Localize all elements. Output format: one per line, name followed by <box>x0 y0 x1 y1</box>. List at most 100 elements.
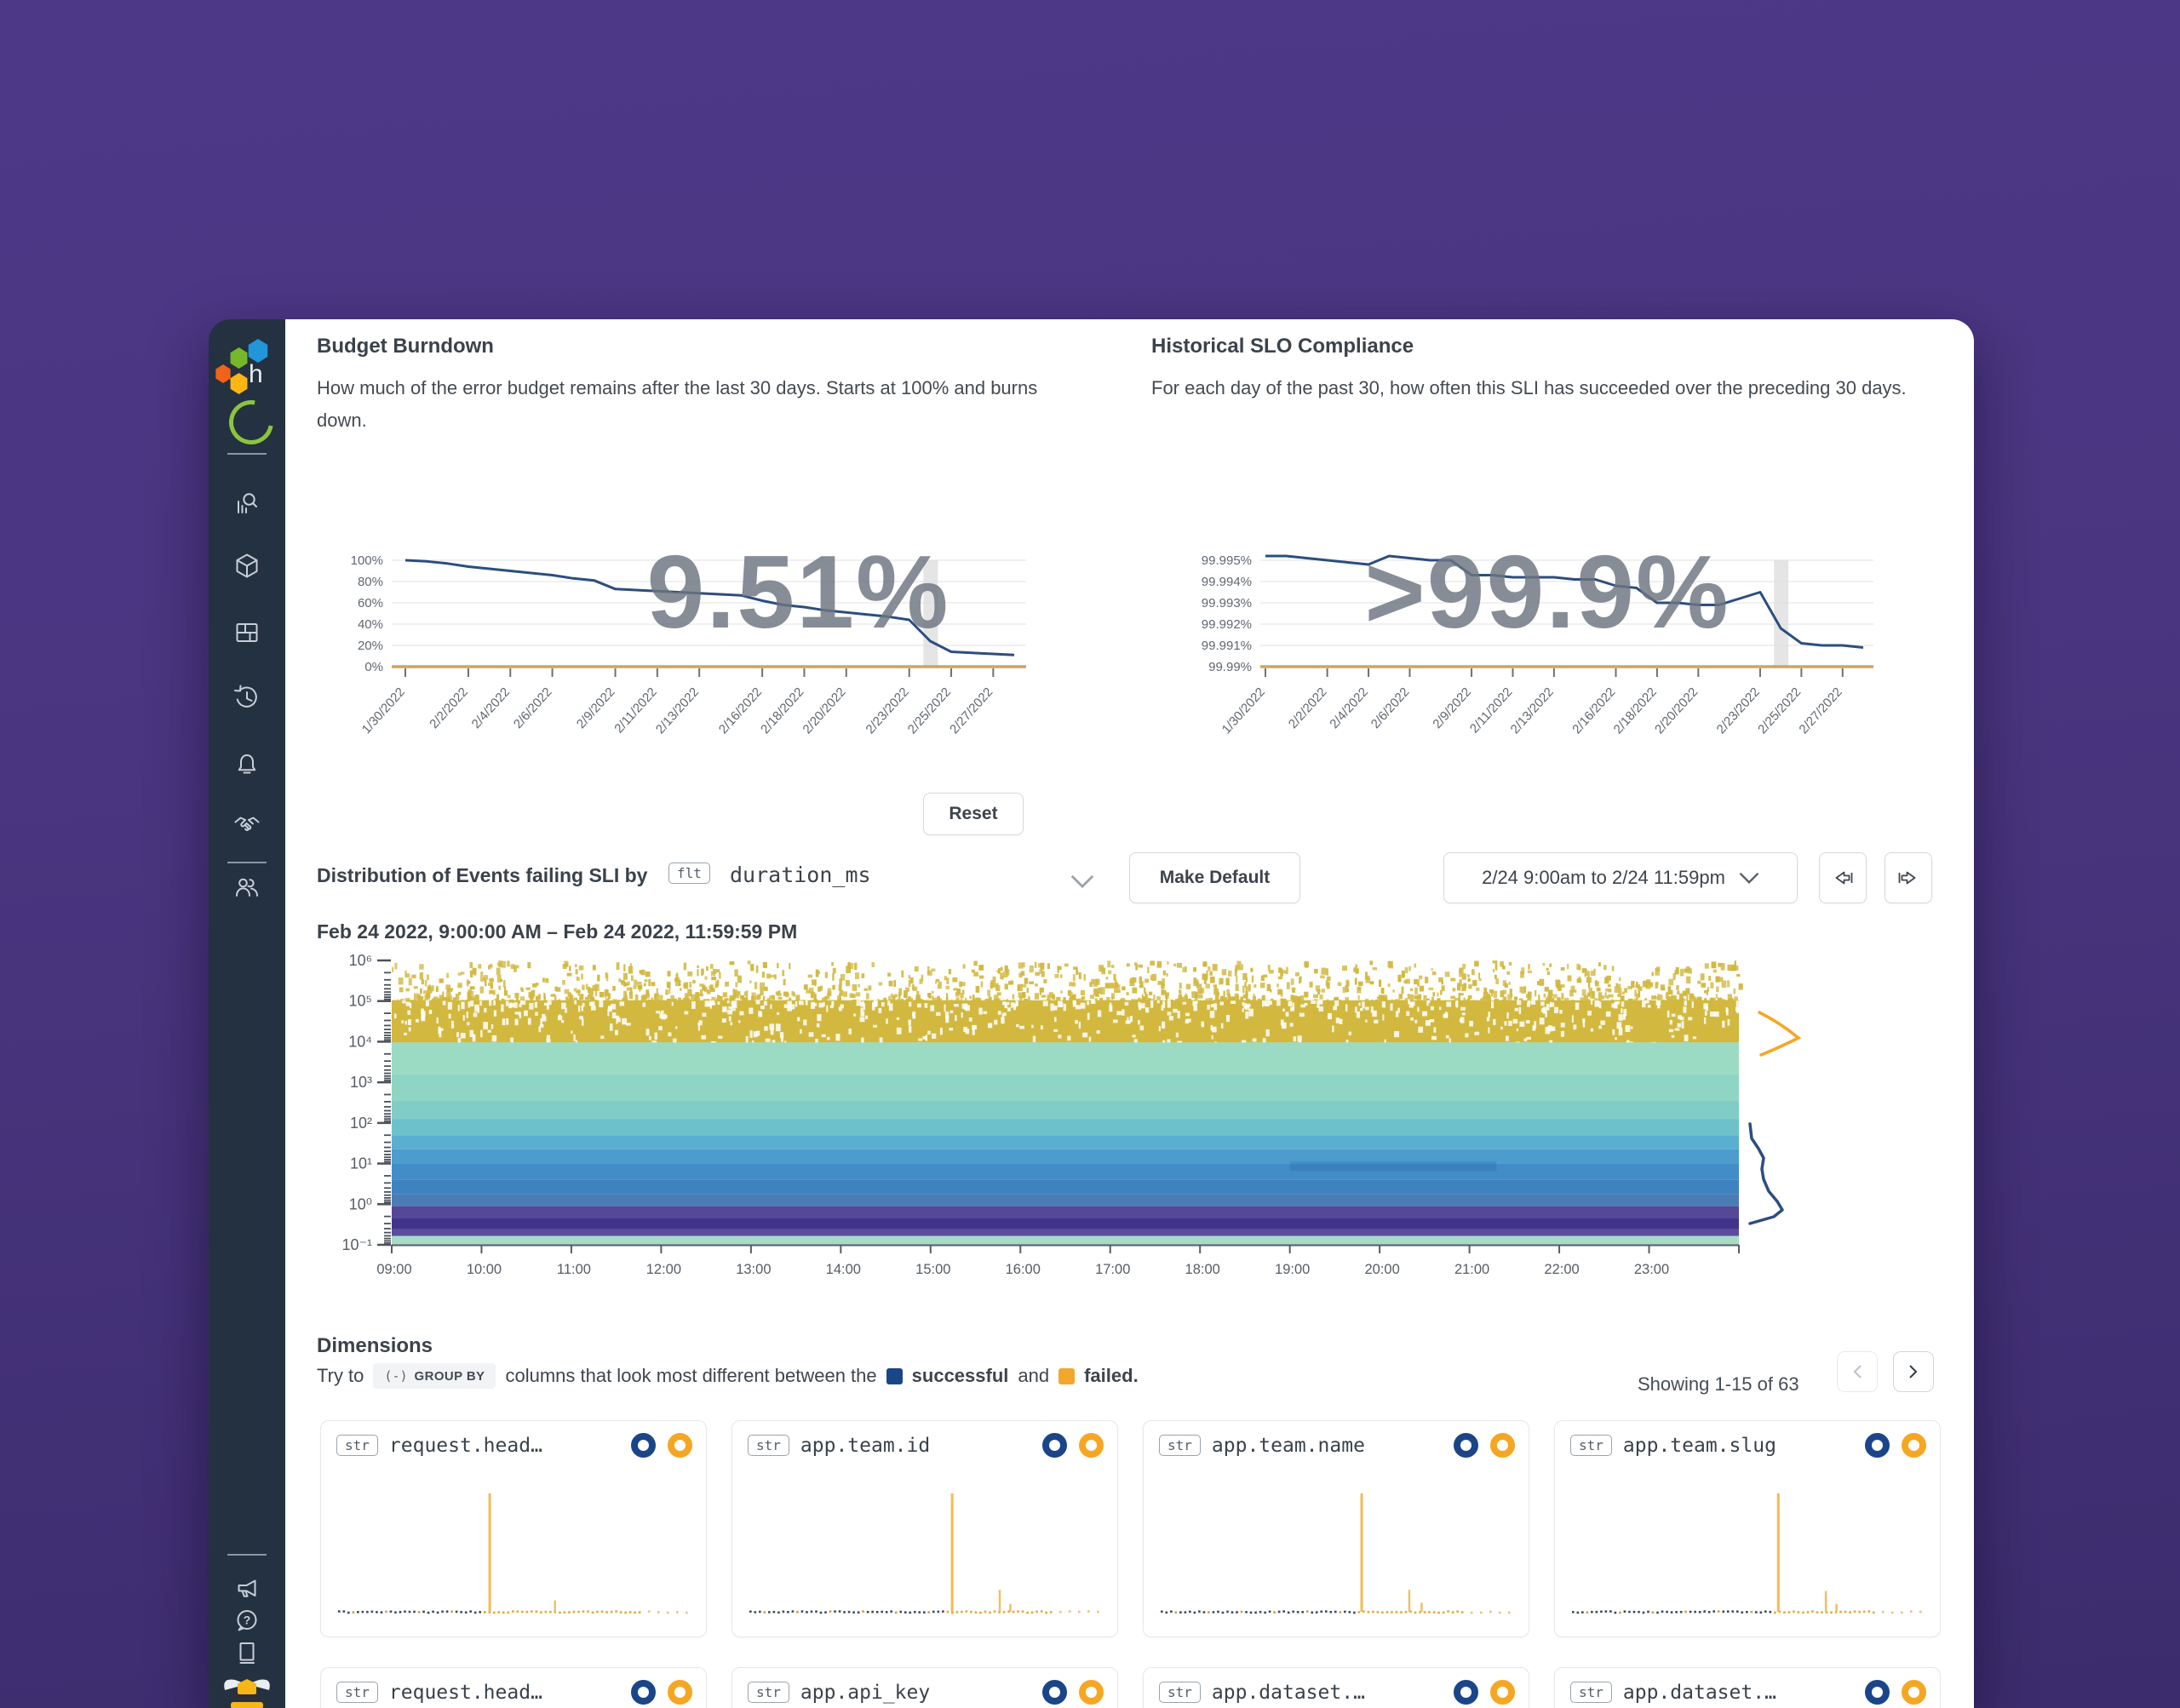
chevron-down-icon <box>1739 872 1759 884</box>
svg-text:10³: 10³ <box>350 1074 372 1091</box>
column-type-badge: str <box>1159 1435 1201 1456</box>
failed-ring-icon[interactable] <box>1902 1680 1926 1705</box>
svg-text:19:00: 19:00 <box>1275 1262 1310 1277</box>
sidebar-item-query[interactable] <box>232 489 262 519</box>
logo-hex-yellow <box>230 373 248 394</box>
bell-icon <box>238 754 256 774</box>
sidebar-item-help[interactable]: ? <box>232 1605 262 1636</box>
svg-text:20:00: 20:00 <box>1364 1262 1399 1277</box>
column-type-badge: str <box>748 1435 789 1456</box>
next-page-button[interactable] <box>1893 1351 1934 1392</box>
svg-text:23:00: 23:00 <box>1634 1262 1669 1277</box>
successful-ring-icon[interactable] <box>631 1433 656 1458</box>
successful-ring-icon[interactable] <box>1454 1680 1478 1705</box>
dimension-card[interactable]: str request.head… <box>320 1420 707 1637</box>
failed-ring-icon[interactable] <box>1079 1433 1104 1458</box>
column-name: app.api_key <box>800 1681 931 1704</box>
date-range-select[interactable]: 2/24 9:00am to 2/24 11:59pm <box>1443 852 1798 903</box>
honeycomb-logo[interactable]: h <box>209 335 285 396</box>
sidebar-item-docs[interactable] <box>232 1637 262 1668</box>
svg-text:2/25/2022: 2/25/2022 <box>905 685 954 737</box>
team-people-icon <box>236 878 258 897</box>
successful-ring-icon[interactable] <box>631 1680 656 1705</box>
time-shift-forward-button[interactable] <box>1885 852 1932 903</box>
dimension-card-header: str app.team.name <box>1159 1433 1515 1458</box>
dimension-card[interactable]: str request.head… <box>320 1667 707 1708</box>
successful-distribution-curve <box>1748 1122 1784 1225</box>
history-clock-icon <box>234 685 257 708</box>
svg-text:2/2/2022: 2/2/2022 <box>1286 685 1330 731</box>
failed-ring-icon[interactable] <box>1902 1433 1926 1458</box>
dimension-card[interactable]: str app.api_key <box>731 1667 1118 1708</box>
dataset-cube-icon <box>236 553 258 578</box>
sidebar-item-announcements[interactable] <box>232 1573 262 1603</box>
usage-spinner-icon <box>220 391 283 454</box>
successful-ring-icon[interactable] <box>1042 1680 1067 1705</box>
svg-text:10:00: 10:00 <box>467 1262 502 1277</box>
bee-avatar[interactable] <box>221 1670 273 1708</box>
column-name: app.dataset.… <box>1211 1681 1365 1704</box>
successful-ring-icon[interactable] <box>1865 1433 1890 1458</box>
dimension-card[interactable]: str app.team.name <box>1143 1420 1529 1637</box>
sidebar-divider <box>227 1554 267 1556</box>
sidebar-item-team[interactable] <box>232 873 262 903</box>
dimension-card[interactable]: str app.dataset.… <box>1143 1667 1529 1708</box>
svg-text:21:00: 21:00 <box>1454 1262 1489 1277</box>
column-type-badge: str <box>336 1682 378 1703</box>
svg-text:2/4/2022: 2/4/2022 <box>1327 685 1371 731</box>
svg-text:10⁰: 10⁰ <box>349 1195 372 1212</box>
svg-text:2/23/2022: 2/23/2022 <box>863 685 911 737</box>
svg-text:2/25/2022: 2/25/2022 <box>1755 685 1804 737</box>
sidebar-item-triggers[interactable] <box>232 749 262 780</box>
svg-text:40%: 40% <box>358 617 383 632</box>
successful-ring-icon[interactable] <box>1454 1433 1478 1458</box>
svg-text:2/6/2022: 2/6/2022 <box>511 685 555 731</box>
sidebar-item-boards[interactable] <box>232 617 262 648</box>
megaphone-icon <box>238 1579 256 1597</box>
successful-ring-icon[interactable] <box>1865 1680 1890 1705</box>
prev-page-button[interactable] <box>1837 1351 1878 1392</box>
column-name: app.team.slug <box>1622 1434 1776 1457</box>
svg-text:10¹: 10¹ <box>350 1155 372 1172</box>
dimension-card[interactable]: str app.dataset.… <box>1554 1667 1941 1708</box>
failed-ring-icon[interactable] <box>1490 1680 1515 1705</box>
svg-text:1/30/2022: 1/30/2022 <box>1219 685 1268 737</box>
reset-button[interactable]: Reset <box>923 793 1024 835</box>
sidebar-divider <box>227 862 267 863</box>
sidebar-item-slos[interactable] <box>232 809 262 840</box>
sidebar: h <box>209 319 285 1708</box>
svg-text:15:00: 15:00 <box>915 1262 950 1277</box>
logo-hex-blue <box>248 339 268 363</box>
dimension-card[interactable]: str app.team.slug <box>1554 1420 1941 1637</box>
svg-text:99.993%: 99.993% <box>1202 596 1252 610</box>
chevron-down-icon[interactable] <box>1070 874 1094 888</box>
time-shift-back-button[interactable] <box>1819 852 1867 903</box>
failed-ring-icon[interactable] <box>668 1433 692 1458</box>
event-distribution-heatmap[interactable]: 10⁶ 10⁵ 10⁴ 10³ 10² 10¹ 10⁰ 10⁻¹ 09:00 10:00 11:00… <box>319 952 1758 1290</box>
query-icon <box>238 493 257 513</box>
svg-text:18:00: 18:00 <box>1185 1262 1220 1277</box>
make-default-button[interactable]: Make Default <box>1129 852 1300 903</box>
sidebar-item-datasets[interactable] <box>232 551 262 582</box>
dimension-card[interactable]: str app.team.id <box>731 1420 1118 1637</box>
svg-text:2/23/2022: 2/23/2022 <box>1714 685 1763 737</box>
column-type-badge: str <box>1570 1682 1612 1703</box>
svg-text:1/30/2022: 1/30/2022 <box>359 685 408 737</box>
column-type-badge: str <box>1159 1682 1201 1703</box>
group-by-hint-row: Try to (-) GROUP BY columns that look mo… <box>317 1363 1139 1389</box>
dimension-card-header: str app.team.slug <box>1570 1433 1926 1458</box>
failed-ring-icon[interactable] <box>1079 1680 1104 1705</box>
chevron-left-icon <box>1853 1365 1862 1378</box>
sli-field-name[interactable]: duration_ms <box>730 863 871 887</box>
successful-ring-icon[interactable] <box>1042 1433 1067 1458</box>
svg-text:2/11/2022: 2/11/2022 <box>611 685 660 736</box>
arrow-right-bar-icon <box>1898 871 1916 885</box>
failed-ring-icon[interactable] <box>668 1680 692 1705</box>
group-by-pill[interactable]: (-) GROUP BY <box>373 1363 496 1389</box>
successful-swatch-icon <box>886 1367 903 1384</box>
svg-text:2/9/2022: 2/9/2022 <box>1430 685 1474 731</box>
svg-text:16:00: 16:00 <box>1006 1262 1041 1277</box>
sidebar-item-history[interactable] <box>232 683 262 714</box>
failed-ring-icon[interactable] <box>1490 1433 1515 1458</box>
dimension-card-header: str request.head… <box>336 1680 692 1705</box>
